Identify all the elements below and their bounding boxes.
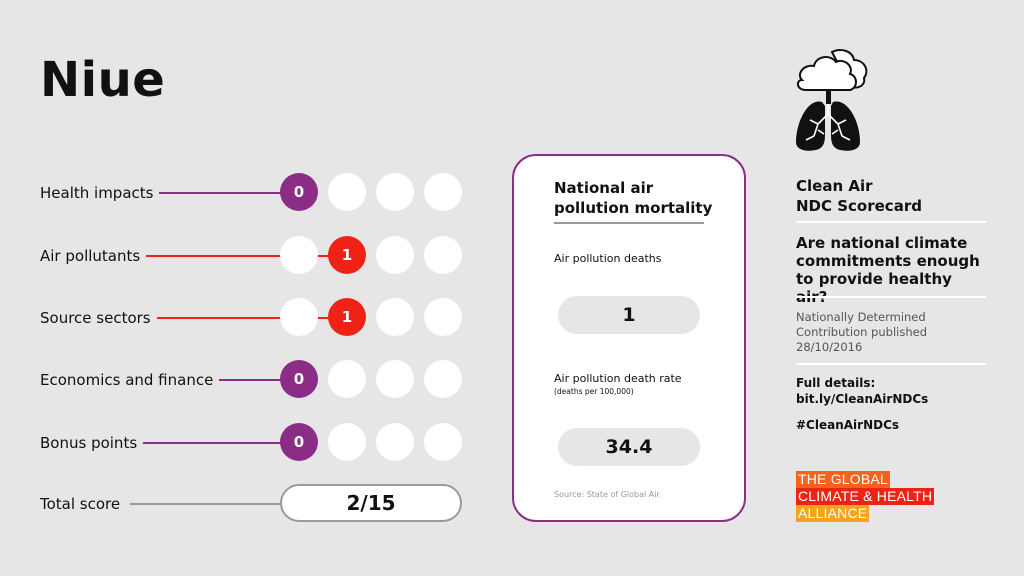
score-connector [120,192,290,194]
deaths-value: 1 [558,296,700,334]
score-dot-filled: 1 [328,236,366,274]
death-rate-label: Air pollution death rate [554,372,682,385]
score-dot-empty [376,360,414,398]
score-dot-empty [424,423,462,461]
meta-line: Contribution published [796,325,927,339]
scorecard-title: Clean Air NDC Scorecard [796,176,986,216]
divider [796,363,986,365]
source-note: Source: State of Global Air [554,490,660,499]
publication-date: 28/10/2016 [796,340,863,354]
total-score-connector [130,503,290,505]
score-dot-filled: 0 [280,173,318,211]
score-dot-empty [424,298,462,336]
score-dot-empty [424,360,462,398]
ndc-publication-info: Nationally Determined Contribution publi… [796,310,986,355]
score-dot-empty [424,173,462,211]
full-details: Full details: bit.ly/CleanAirNDCs [796,375,986,407]
total-score-row: Total score [0,484,480,524]
score-dot-empty [328,360,366,398]
score-dot-filled: 0 [280,423,318,461]
country-title: Niue [40,52,166,108]
score-dot-empty [328,173,366,211]
score-row: Air pollutants 1 [0,236,480,276]
score-dot-empty [376,423,414,461]
divider [554,222,704,224]
score-dot-empty [328,423,366,461]
total-score-value: 2/15 [280,484,462,522]
score-label: Bonus points [40,434,144,452]
details-label: Full details: [796,376,876,390]
score-dot-filled: 0 [280,360,318,398]
death-rate-sublabel: (deaths per 100,000) [554,387,634,396]
score-label: Air pollutants [40,247,147,265]
score-dot-empty [280,298,318,336]
score-dot-empty [376,236,414,274]
death-rate-value: 34.4 [558,428,700,466]
score-row: Source sectors 1 [0,298,480,338]
hashtag: #CleanAirNDCs [796,418,900,432]
score-row: Economics and finance 0 [0,360,480,400]
score-connector [120,442,290,444]
score-dot-empty [280,236,318,274]
details-link[interactable]: bit.ly/CleanAirNDCs [796,392,929,406]
score-dot-filled: 1 [328,298,366,336]
score-row: Health impacts 0 [0,173,480,213]
scorecard-question: Are national climate commitments enough … [796,234,980,306]
score-label: Source sectors [40,309,157,327]
score-label: Economics and finance [40,371,220,389]
logo-line3: ALLIANCE [796,505,870,522]
divider [796,296,986,298]
scorecard-title-line1: Clean Air [796,177,873,195]
gcha-logo: THE GLOBAL CLIMATE & HEALTH ALLIANCE [796,471,935,522]
mortality-card: National air pollution mortality Air pol… [512,154,746,522]
meta-line: Nationally Determined [796,310,926,324]
score-dot-empty [376,298,414,336]
score-dot-empty [424,236,462,274]
score-label: Health impacts [40,184,160,202]
score-connector [120,317,338,319]
logo-line2: CLIMATE & HEALTH [796,488,935,505]
score-connector [120,255,338,257]
mortality-card-title: National air pollution mortality [554,179,713,217]
cloud-lungs-icon [792,46,872,154]
score-dot-empty [376,173,414,211]
divider [796,221,986,223]
scorecard-title-line2: NDC Scorecard [796,197,922,215]
total-score-label: Total score [40,495,127,513]
deaths-label: Air pollution deaths [554,252,662,265]
logo-line1: THE GLOBAL [796,471,890,488]
score-row: Bonus points 0 [0,423,480,463]
